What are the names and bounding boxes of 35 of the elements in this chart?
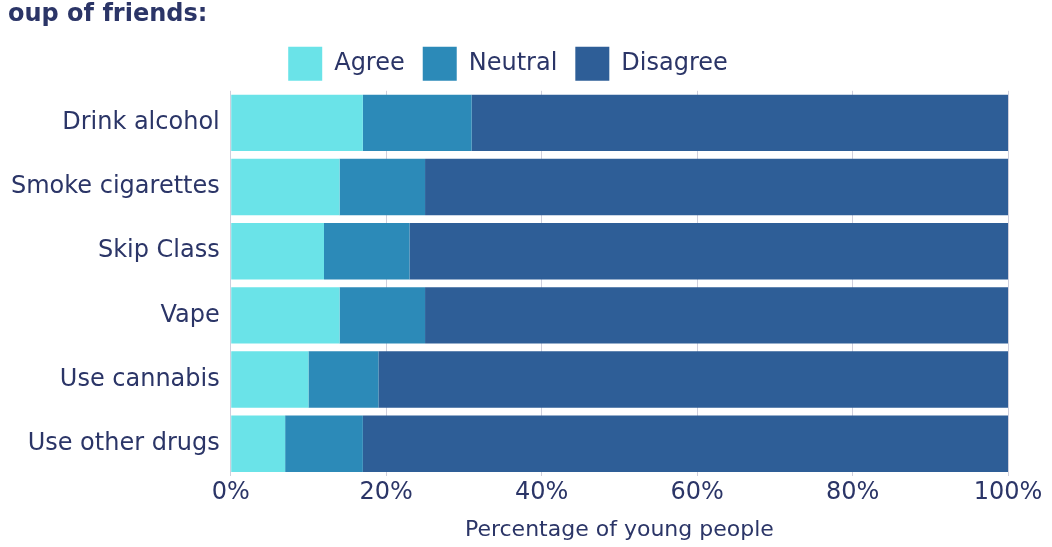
chart-title: oup of friends:	[8, 0, 208, 27]
x-axis-title: Percentage of young people	[464, 515, 774, 541]
bar	[285, 415, 363, 472]
bar	[324, 222, 410, 280]
bar	[362, 94, 472, 152]
x-tick-label: 100%	[973, 477, 1043, 506]
bar	[308, 351, 379, 408]
y-tick-label: Use cannabis	[59, 363, 220, 392]
legend-label: Neutral	[468, 48, 558, 77]
bar	[425, 158, 1008, 216]
bar	[409, 222, 1008, 280]
y-tick-label: Skip Class	[97, 235, 220, 264]
bar	[378, 351, 1008, 408]
legend-label: Disagree	[621, 48, 728, 77]
bar	[231, 351, 309, 408]
x-tick-label: 80%	[825, 477, 880, 506]
bar	[362, 415, 1008, 472]
bar	[231, 222, 325, 280]
y-tick-label: Vape	[160, 299, 220, 328]
bar	[339, 158, 426, 216]
bar	[231, 94, 363, 152]
y-tick-label: Smoke cigarettes	[11, 171, 220, 200]
bar	[339, 287, 426, 344]
bar	[425, 287, 1008, 344]
bar	[231, 287, 340, 344]
bar	[231, 158, 340, 216]
x-tick-label: 20%	[359, 477, 413, 506]
bar	[231, 415, 286, 472]
y-tick-label: Use other drugs	[27, 427, 220, 456]
y-tick-label: Drink alcohol	[62, 107, 220, 136]
bar	[471, 94, 1008, 152]
legend-label: Agree	[334, 48, 405, 77]
x-tick-label: 40%	[514, 477, 569, 506]
x-tick-label: 60%	[670, 477, 724, 506]
x-tick-label: 0%	[211, 477, 250, 506]
